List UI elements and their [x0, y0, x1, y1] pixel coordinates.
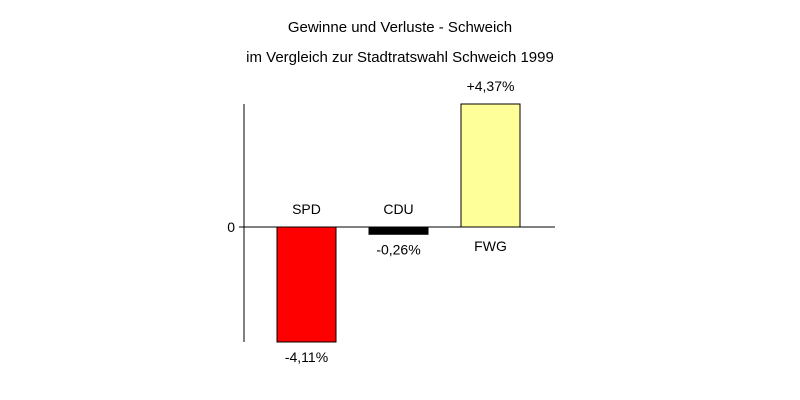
category-label-cdu: CDU [383, 201, 413, 217]
bar-spd [276, 226, 337, 343]
value-label-fwg: +4,37% [467, 78, 515, 94]
value-label-spd: -4,11% [285, 349, 328, 365]
bars: SPD -4,11% CDU -0,26% FWG +4,37% [276, 78, 521, 365]
value-label-cdu: -0,26% [376, 241, 420, 257]
chart-title: Gewinne und Verluste - Schweich [288, 19, 512, 36]
y-tick-label-zero: 0 [227, 219, 235, 235]
category-label-spd: SPD [292, 201, 321, 217]
category-label-fwg: FWG [474, 238, 507, 254]
bar-fwg [460, 103, 521, 228]
chart-subtitle: im Vergleich zur Stadtratswahl Schweich … [246, 49, 554, 66]
bar-cdu [368, 226, 429, 235]
